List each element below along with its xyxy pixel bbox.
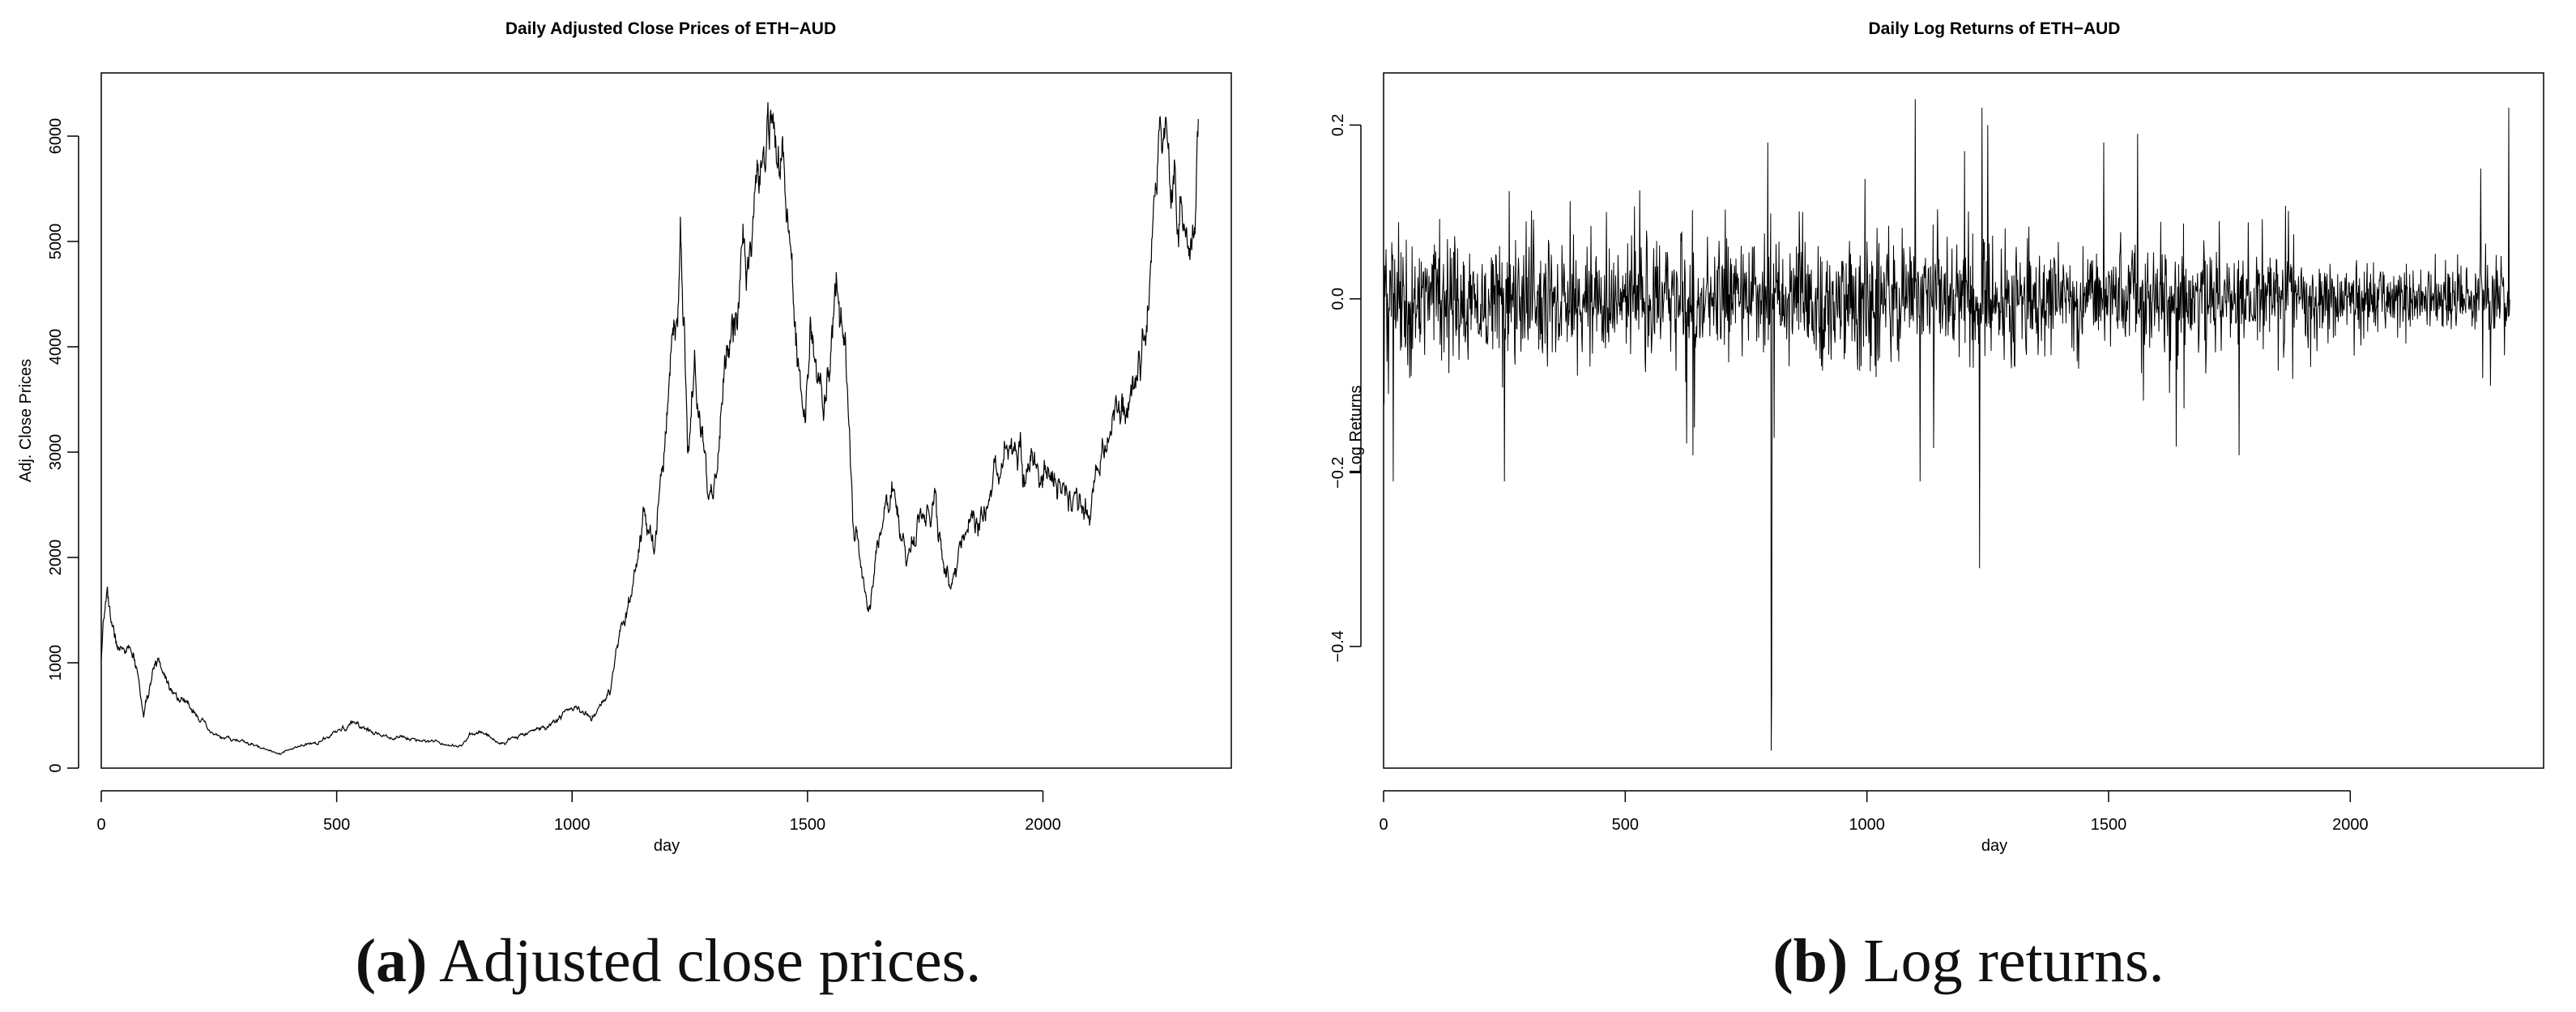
caption-b: (b) Log returns.: [1523, 920, 2414, 1001]
log-returns-series-line: [1383, 99, 2510, 751]
log-returns-chart-x-tick-label: 2000: [2332, 816, 2369, 834]
log-returns-chart-y-tick-label: 0.0: [1329, 288, 1347, 310]
price-chart-y-axis: 0 1000 2000 3000 4000 5000 6000: [47, 118, 79, 773]
caption-b-text: Log returns.: [1848, 927, 2164, 995]
log-returns-chart-x-tick-label: 0: [1379, 816, 1388, 834]
price-chart-y-tick-label: 2000: [47, 540, 65, 576]
log-returns-chart-y-tick-label: −0.4: [1329, 630, 1347, 662]
log-returns-chart-x-tick-label: 1500: [2091, 816, 2127, 834]
log-returns-chart: Daily Log Returns of ETH−AUD 0 500 1000 150…: [1329, 19, 2544, 855]
price-chart-y-tick-label: 3000: [47, 434, 65, 471]
price-chart-y-tick-label: 5000: [47, 224, 65, 260]
price-chart-x-tick-label: 1500: [790, 816, 826, 834]
price-chart-plot-frame: [100, 72, 1232, 769]
price-chart-x-tick-label: 0: [96, 816, 105, 834]
caption-a-text: Adjusted close prices.: [427, 927, 982, 995]
price-chart-y-tick-label: 1000: [47, 645, 65, 681]
price-chart: Daily Adjusted Close Prices of ETH−AUD 0…: [17, 19, 1232, 855]
log-returns-chart-x-tick-label: 500: [1612, 816, 1639, 834]
log-returns-chart-y-tick-label: −0.2: [1329, 457, 1347, 489]
price-chart-x-tick-label: 2000: [1025, 816, 1061, 834]
log-returns-chart-y-label: Log Returns: [1347, 386, 1365, 474]
price-chart-y-tick-label: 6000: [47, 118, 65, 155]
log-returns-chart-x-axis: 0 500 1000 1500 2000: [1379, 790, 2369, 834]
price-chart-title: Daily Adjusted Close Prices of ETH−AUD: [505, 19, 836, 38]
log-returns-chart-y-axis: 0.2 0.0 −0.2 −0.4: [1329, 113, 1362, 663]
log-returns-chart-x-tick-label: 1000: [1849, 816, 1885, 834]
log-returns-chart-y-tick-label: 0.2: [1329, 113, 1347, 136]
price-chart-x-axis: 0 500 1000 1500 2000: [96, 790, 1061, 834]
log-returns-chart-title: Daily Log Returns of ETH−AUD: [1869, 19, 2121, 38]
log-returns-chart-x-label: day: [1981, 837, 2007, 855]
caption-a: (a) Adjusted close prices.: [203, 920, 1134, 1001]
price-chart-y-tick-label: 4000: [47, 329, 65, 365]
price-chart-x-label: day: [654, 837, 680, 855]
price-chart-y-label: Adj. Close Prices: [17, 359, 35, 482]
log-returns-chart-plot-frame: [1383, 72, 2544, 769]
price-chart-x-tick-label: 1000: [554, 816, 591, 834]
price-chart-y-tick-label: 0: [47, 763, 65, 772]
caption-b-letter: (b): [1772, 927, 1849, 995]
price-chart-x-tick-label: 500: [323, 816, 350, 834]
caption-a-letter: (a): [355, 927, 428, 995]
price-series-line: [100, 102, 1199, 755]
